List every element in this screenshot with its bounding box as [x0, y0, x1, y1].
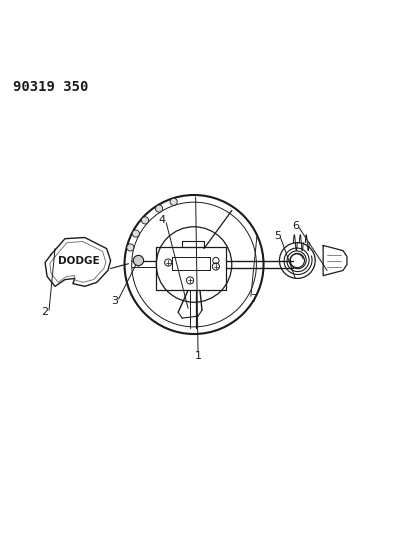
Text: 7: 7 — [250, 294, 257, 304]
Text: 3: 3 — [111, 296, 118, 306]
Circle shape — [127, 244, 134, 251]
Circle shape — [132, 230, 139, 237]
Circle shape — [170, 198, 177, 205]
Text: 6: 6 — [293, 221, 300, 231]
Text: 90319 350: 90319 350 — [13, 80, 89, 94]
Text: 1: 1 — [194, 351, 202, 361]
Circle shape — [142, 217, 149, 224]
Circle shape — [156, 205, 163, 212]
Text: 2: 2 — [42, 307, 49, 317]
Text: 5: 5 — [274, 230, 281, 240]
Text: 4: 4 — [159, 215, 166, 225]
Text: DODGE: DODGE — [58, 255, 100, 265]
Circle shape — [133, 255, 144, 266]
